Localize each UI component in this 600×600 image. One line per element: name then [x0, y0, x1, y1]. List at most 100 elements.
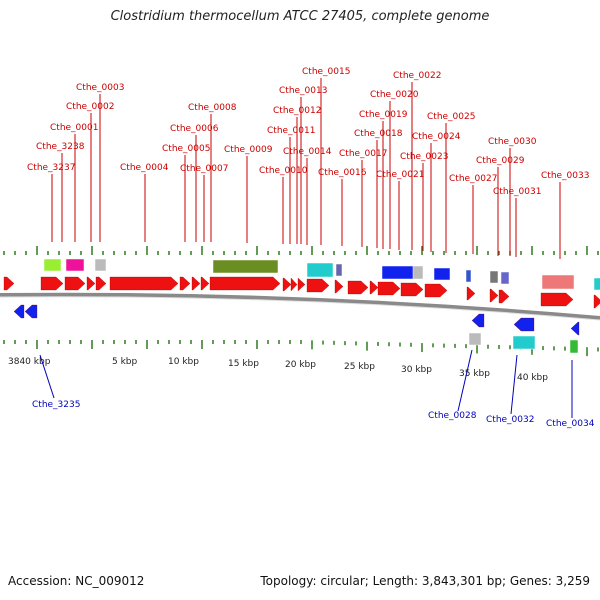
forward-gene-label: Cthe_0029	[476, 156, 525, 166]
blue-block-feature	[381, 265, 417, 280]
forward-gene-arrow	[369, 280, 379, 295]
reverse-gene-arrow	[24, 304, 38, 319]
forward-gene-label: Cthe_0002	[66, 102, 114, 112]
forward-gene-arrow	[209, 276, 281, 291]
forward-gene-label: Cthe_0021	[376, 170, 424, 180]
forward-gene-arrow	[191, 276, 201, 291]
forward-gene-label: Cthe_0022	[393, 71, 441, 81]
forward-gene-label: Cthe_0018	[354, 129, 403, 139]
reverse-gene-arrow	[13, 304, 25, 319]
forward-gene-arrow	[200, 276, 210, 291]
forward-gene-arrow	[179, 276, 191, 291]
blue-feature	[465, 269, 472, 283]
scale-label: 20 kbp	[285, 360, 316, 370]
forward-gene-label: Cthe_3237	[27, 163, 75, 173]
reverse-gene-arrow	[570, 321, 580, 336]
forward-gene-label: Cthe_0006	[170, 124, 219, 134]
scale-label: 3840 kbp	[8, 357, 51, 367]
cyan-feature	[512, 335, 536, 350]
reverse-gene-label: Cthe_0032	[486, 415, 534, 425]
forward-gene-label: Cthe_0012	[273, 106, 321, 116]
forward-gene-label: Cthe_0031	[493, 187, 541, 197]
forward-gene-arrow	[489, 288, 499, 303]
forward-gene-arrow	[109, 276, 179, 291]
forward-gene-label: Cthe_0017	[339, 149, 387, 159]
forward-gene-arrow	[466, 286, 476, 301]
forward-gene-label: Cthe_0027	[449, 174, 497, 184]
olive-feature	[212, 259, 279, 274]
forward-gene-arrow	[297, 277, 306, 292]
forward-gene-label: Cthe_0019	[359, 110, 408, 120]
forward-gene-arrow	[540, 292, 574, 307]
forward-gene-label: Cthe_0007	[180, 164, 228, 174]
accession-label: Accession: NC_009012	[8, 574, 145, 588]
forward-gene-arrow	[86, 276, 96, 291]
forward-gene-label: Cthe_0020	[370, 90, 419, 100]
scale-label: 15 kbp	[228, 359, 259, 369]
grey-feature	[468, 332, 482, 346]
scale-label: 25 kbp	[344, 362, 375, 372]
forward-gene-arrow	[424, 283, 448, 298]
forward-gene-label: Cthe_0010	[259, 166, 308, 176]
forward-gene-label: Cthe_0013	[279, 86, 327, 96]
forward-gene-arrow	[40, 276, 64, 291]
scale-label: 35 kbp	[459, 369, 490, 379]
forward-gene-label: Cthe_0009	[224, 145, 273, 155]
forward-gene-label: Cthe_0023	[400, 152, 448, 162]
forward-gene-label: Cthe_0030	[488, 137, 537, 147]
genome-title: Clostridium thermocellum ATCC 27405, com…	[110, 9, 490, 24]
scale-label: 40 kbp	[517, 373, 548, 383]
green-feature	[569, 339, 579, 354]
forward-gene-label: Cthe_0008	[188, 103, 237, 113]
forward-gene-label: Cthe_0024	[412, 132, 461, 142]
purple-feature	[500, 271, 510, 285]
forward-gene-label: Cthe_0025	[427, 112, 475, 122]
reverse-leader-line	[510, 354, 518, 415]
forward-gene-label: Cthe_0005	[162, 144, 210, 154]
reverse-gene-arrow	[513, 317, 535, 332]
forward-gene-arrow	[334, 279, 344, 294]
forward-gene-label: Cthe_0011	[267, 126, 315, 136]
forward-gene-label: Cthe_0001	[50, 123, 98, 133]
forward-gene-label: Cthe_3238	[36, 142, 85, 152]
forward-gene-arrow	[498, 289, 510, 304]
reverse-gene-label: Cthe_3235	[32, 400, 80, 410]
forward-gene-label: Cthe_0033	[541, 171, 589, 181]
forward-gene-arrow	[377, 281, 401, 296]
purple-feature	[335, 263, 343, 277]
forward-gene-label: Cthe_0016	[318, 168, 367, 178]
scale-label: 10 kbp	[168, 357, 199, 367]
forward-gene-arrow	[400, 282, 424, 297]
forward-gene-arrow	[95, 276, 107, 291]
topology-label: Topology: circular; Length: 3,843,301 bp…	[260, 574, 590, 588]
backbone-highlight	[0, 296, 600, 321]
scale-label: 5 kbp	[112, 357, 138, 367]
lime-feature	[43, 258, 62, 272]
forward-gene-label: Cthe_0015	[302, 67, 350, 77]
salmon-feature	[541, 274, 575, 290]
cyan-feature	[593, 277, 600, 291]
forward-gene-arrow	[290, 277, 298, 292]
forward-gene-arrow	[306, 278, 330, 293]
blue-feature	[433, 267, 451, 281]
forward-gene-arrow	[347, 280, 369, 295]
forward-gene-arrow	[3, 276, 15, 291]
forward-gene-arrow	[282, 277, 292, 292]
backbone-line	[0, 292, 600, 320]
scale-label: 30 kbp	[401, 365, 432, 375]
reverse-leader-line	[457, 349, 473, 412]
forward-gene-label: Cthe_0004	[120, 163, 169, 173]
magenta-feature	[65, 258, 85, 272]
grey-feature	[412, 265, 424, 280]
reverse-leader-line	[39, 354, 55, 399]
grey-dark-feature	[489, 270, 499, 284]
cyan-feature	[306, 262, 334, 278]
forward-gene-label: Cthe_0014	[283, 147, 332, 157]
forward-gene-arrow	[64, 276, 86, 291]
grey-feature	[94, 258, 107, 272]
reverse-gene-label: Cthe_0034	[546, 419, 595, 429]
reverse-gene-label: Cthe_0028	[428, 411, 477, 421]
forward-gene-label: Cthe_0003	[76, 83, 124, 93]
forward-gene-arrow	[593, 294, 600, 309]
